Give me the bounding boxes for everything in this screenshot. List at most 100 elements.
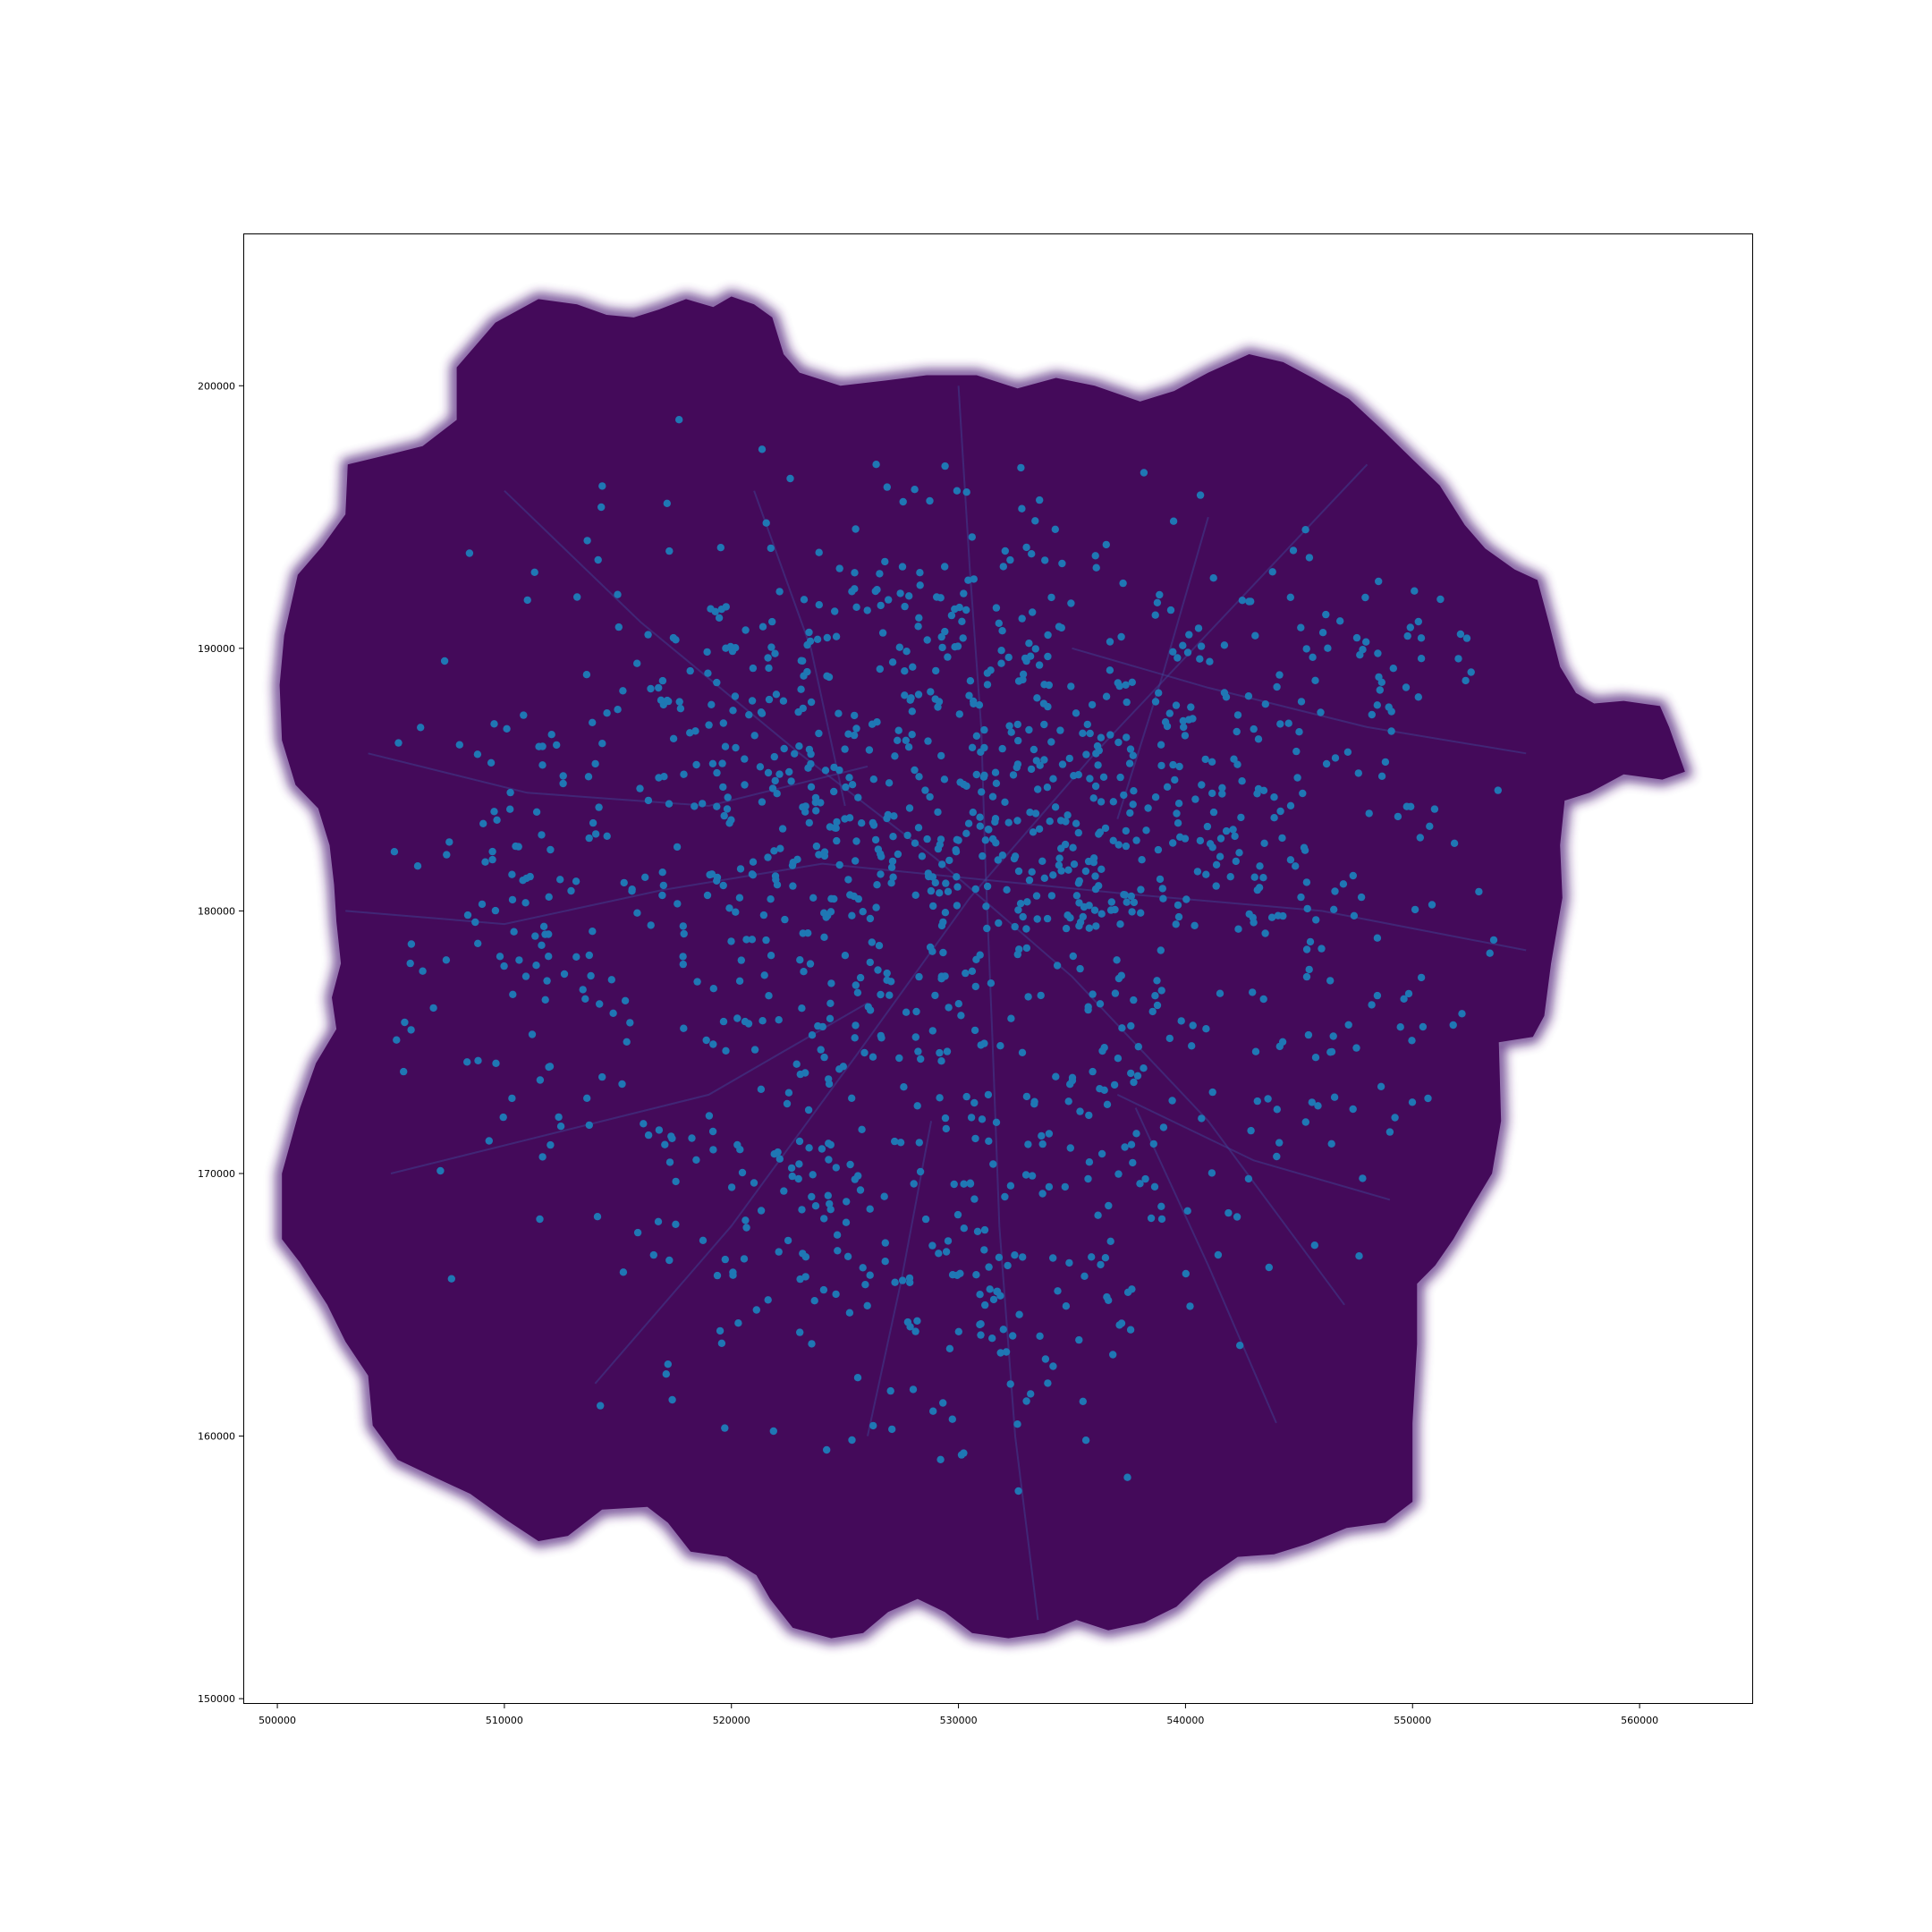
map-point [797,685,805,693]
map-point [736,865,745,873]
map-point [796,1328,804,1336]
map-point [1092,922,1100,930]
map-point [547,845,555,854]
map-point [709,1040,717,1048]
map-point [1196,655,1204,663]
y-tick-label: 160000 [198,1431,235,1443]
map-point [654,1217,663,1226]
map-point [995,919,1003,928]
map-point [1033,694,1041,702]
map-point [826,999,835,1008]
map-point [805,1144,813,1152]
map-point [1374,649,1382,657]
map-point [1261,700,1270,708]
map-point [969,809,978,817]
map-point [936,889,944,897]
map-point [1126,809,1134,818]
map-point [899,497,907,506]
map-point [834,1247,842,1255]
map-point [821,767,830,775]
map-point [1130,996,1138,1004]
map-point [686,729,694,737]
map-point [538,761,547,769]
map-point [978,788,986,796]
map-point [902,1008,911,1016]
map-point [1403,631,1411,640]
map-point [1014,867,1023,876]
map-point [934,844,943,853]
map-point [1264,1095,1272,1103]
x-tick-label: 530000 [940,1715,978,1726]
map-point [1355,1252,1363,1260]
map-point [1055,623,1063,631]
map-point [980,1225,989,1234]
map-point [1053,962,1062,970]
map-point [1035,661,1044,669]
map-point [675,698,683,706]
map-point [1361,593,1369,602]
map-point [852,837,860,845]
map-point [1027,765,1036,774]
map-point [1244,1174,1253,1183]
map-point [794,1174,802,1183]
map-point [845,774,853,782]
map-point [938,860,946,869]
map-point [841,815,849,823]
map-point [881,1239,889,1247]
map-point [756,763,765,771]
map-point [796,1070,804,1079]
map-point [665,547,674,555]
map-point [1293,774,1301,782]
map-point [807,783,816,791]
map-point [526,872,534,881]
map-point [487,758,496,767]
map-point [1278,1038,1287,1046]
map-point [750,732,758,740]
map-point [804,929,812,937]
map-point [956,1269,964,1278]
map-point [1028,1172,1037,1180]
map-point [1238,597,1247,605]
map-point [1318,629,1327,637]
map-point [863,1301,871,1310]
map-point [1106,1237,1114,1246]
map-point [675,416,683,424]
map-point [942,1124,951,1133]
map-point [1021,1171,1030,1179]
map-point [1220,689,1229,697]
map-point [1198,781,1206,789]
map-point [843,1198,851,1206]
map-point [1034,785,1042,793]
map-point [665,800,674,808]
map-point [1041,556,1049,564]
map-point [915,972,923,981]
map-point [1216,989,1224,997]
map-point [888,857,897,866]
map-point [825,673,834,682]
map-point [705,1112,714,1120]
map-point [496,953,504,961]
map-point [1046,818,1054,826]
map-point [1017,463,1025,472]
map-point [1001,798,1009,806]
map-point [536,1076,545,1084]
map-point [1002,1348,1011,1356]
map-point [680,770,688,778]
map-point [1304,1030,1313,1039]
map-point [1208,758,1216,766]
map-point [440,657,449,665]
map-point [1106,638,1114,646]
map-point [1051,803,1060,811]
map-area [273,289,1693,1645]
map-point [962,488,970,496]
map-point [474,939,482,948]
map-point [1024,993,1032,1001]
map-point [853,1374,862,1382]
map-point [780,744,788,753]
map-point [991,768,1000,776]
map-point [1250,919,1258,927]
map-point [741,755,749,763]
map-point [1299,789,1307,798]
map-point [997,659,1005,667]
map-point [1051,525,1060,533]
